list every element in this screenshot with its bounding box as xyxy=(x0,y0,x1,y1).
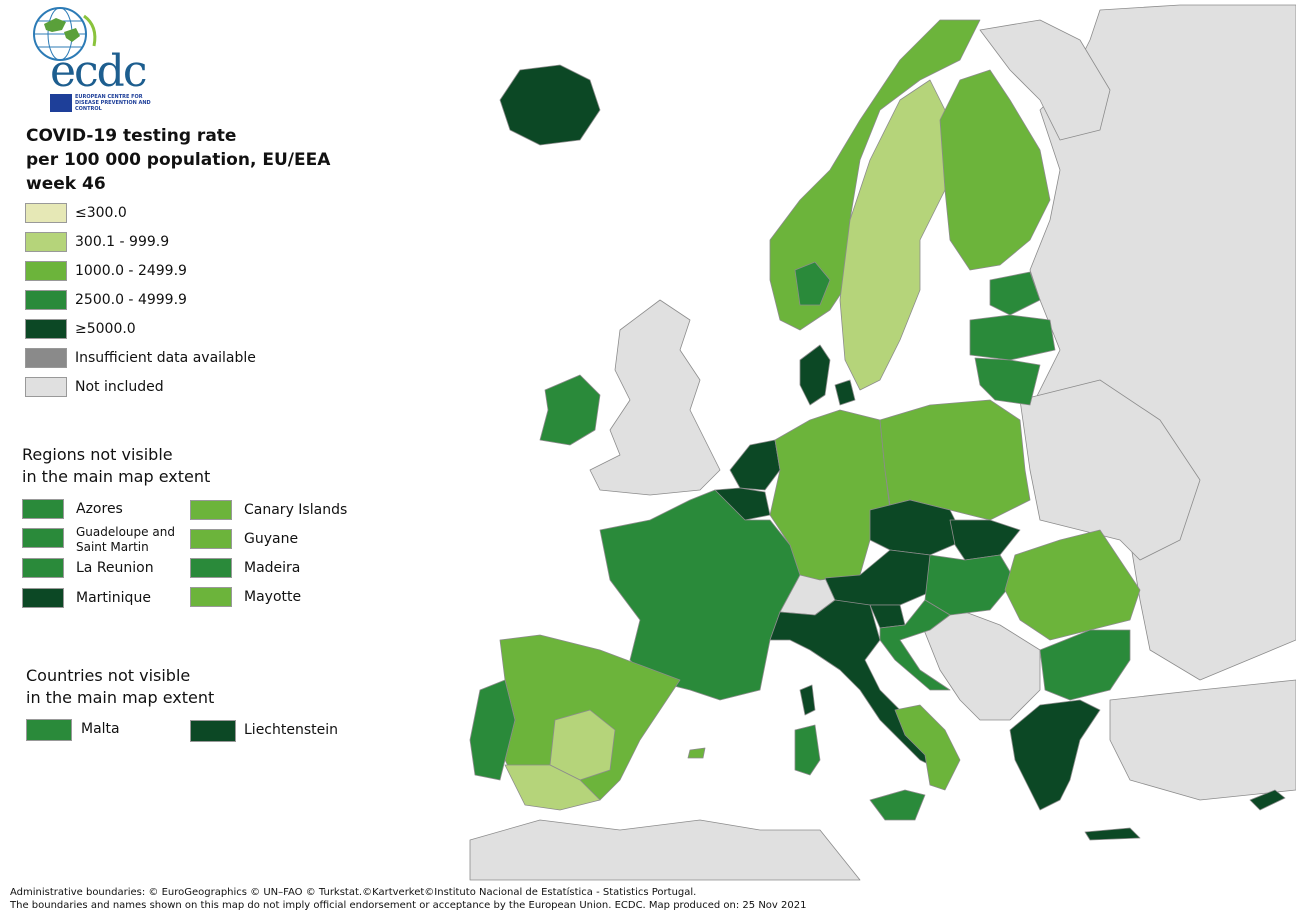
region-finland xyxy=(939,69,1051,271)
region-not-included-africa xyxy=(469,819,861,881)
countries-section-title: Countries not visible in the main map ex… xyxy=(26,665,286,709)
region-sicily xyxy=(869,789,926,821)
map-title: COVID-19 testing rate per 100 000 popula… xyxy=(26,124,356,196)
legend-swatch xyxy=(25,348,67,368)
attribution-footer: Administrative boundaries: © EuroGeograp… xyxy=(10,886,806,912)
map-title-line2: per 100 000 population, EU/EEA xyxy=(26,150,331,170)
legend-label: Guadeloupe and Saint Martin xyxy=(76,525,175,554)
legend-swatch xyxy=(25,261,67,281)
region-denmark-zealand xyxy=(834,379,856,406)
region-latvia xyxy=(969,314,1056,361)
region-cyprus xyxy=(1249,789,1286,811)
region-norway xyxy=(769,19,981,331)
regions-title-line1: Regions not visible xyxy=(22,445,173,464)
region-estonia xyxy=(989,271,1041,316)
legend-swatch xyxy=(25,377,67,397)
legend-label: Malta xyxy=(81,721,120,737)
region-greece xyxy=(1009,699,1101,811)
region-romania xyxy=(1004,529,1141,641)
logo-subtitle: EUROPEAN CENTRE FOR DISEASE PREVENTION A… xyxy=(75,94,151,112)
region-not-included-belarus-ukraine xyxy=(1019,379,1201,561)
regions-section-title: Regions not visible in the main map exte… xyxy=(22,444,282,488)
region-sardinia xyxy=(794,724,821,776)
footer-line2: The boundaries and names shown on this m… xyxy=(10,900,807,911)
legend-swatch xyxy=(190,587,232,607)
map-title-line1: COVID-19 testing rate xyxy=(26,126,237,146)
legend-label: ≥5000.0 xyxy=(75,321,136,337)
legend-swatch xyxy=(190,558,232,578)
legend-swatch xyxy=(25,319,67,339)
region-balearic xyxy=(687,747,706,759)
legend-label: Insufficient data available xyxy=(75,350,256,366)
region-denmark xyxy=(799,344,831,406)
region-iceland xyxy=(499,64,601,146)
map-title-line3: week 46 xyxy=(26,174,106,194)
legend-swatch xyxy=(26,719,72,741)
legend-label: Azores xyxy=(76,501,123,517)
globe-icon xyxy=(33,7,97,61)
legend-swatch xyxy=(22,588,64,608)
footer-line1: Administrative boundaries: © EuroGeograp… xyxy=(10,887,697,898)
legend-swatch xyxy=(22,558,64,578)
legend-swatch xyxy=(190,720,236,742)
legend-swatch xyxy=(25,290,67,310)
region-netherlands xyxy=(729,439,781,491)
legend-swatch xyxy=(22,499,64,519)
region-sweden xyxy=(839,79,951,391)
logo-wordmark: ecdc xyxy=(50,46,147,97)
region-corsica xyxy=(799,684,816,716)
region-portugal xyxy=(469,679,516,781)
legend-swatch xyxy=(190,500,232,520)
region-croatia xyxy=(879,599,951,691)
region-not-included-kola xyxy=(979,19,1111,141)
region-czechia xyxy=(869,499,966,556)
legend-label: 300.1 - 999.9 xyxy=(75,234,170,250)
region-crete xyxy=(1084,827,1141,841)
legend-label: Madeira xyxy=(244,560,301,576)
region-hungary xyxy=(924,554,1016,616)
ecdc-logo: ecdc EUROPEAN CENTRE FOR DISEASE PREVENT… xyxy=(22,6,152,114)
region-bulgaria xyxy=(1039,629,1131,701)
region-slovakia xyxy=(949,519,1021,561)
legend-label: Liechtenstein xyxy=(244,722,339,738)
legend-swatch xyxy=(25,203,67,223)
legend-swatch xyxy=(190,529,232,549)
legend-swatch xyxy=(25,232,67,252)
countries-title-line1: Countries not visible xyxy=(26,666,191,685)
legend-label: ≤300.0 xyxy=(75,205,127,221)
region-norway-south-dark xyxy=(794,261,831,306)
region-italy-south xyxy=(894,704,961,791)
countries-title-line2: in the main map extent xyxy=(26,688,215,707)
legend-label: Guyane xyxy=(244,531,299,547)
region-lithuania xyxy=(974,357,1041,406)
legend-label: 1000.0 - 2499.9 xyxy=(75,263,187,279)
region-not-included-uk xyxy=(589,299,721,496)
region-not-included-balkans xyxy=(919,609,1041,721)
region-poland xyxy=(879,399,1031,521)
legend-label: Mayotte xyxy=(244,589,302,605)
region-spain-south xyxy=(504,764,601,811)
region-ireland xyxy=(539,374,601,446)
region-germany xyxy=(769,409,891,581)
legend-label: La Reunion xyxy=(76,560,154,576)
regions-title-line2: in the main map extent xyxy=(22,467,211,486)
region-not-included-turkey xyxy=(1109,679,1296,801)
eu-flag-icon xyxy=(50,94,72,112)
legend-label: 2500.0 - 4999.9 xyxy=(75,292,187,308)
legend-label: Canary Islands xyxy=(244,502,348,518)
legend-swatch xyxy=(22,528,64,548)
legend-label: Not included xyxy=(75,379,164,395)
legend-label: Martinique xyxy=(76,590,151,606)
